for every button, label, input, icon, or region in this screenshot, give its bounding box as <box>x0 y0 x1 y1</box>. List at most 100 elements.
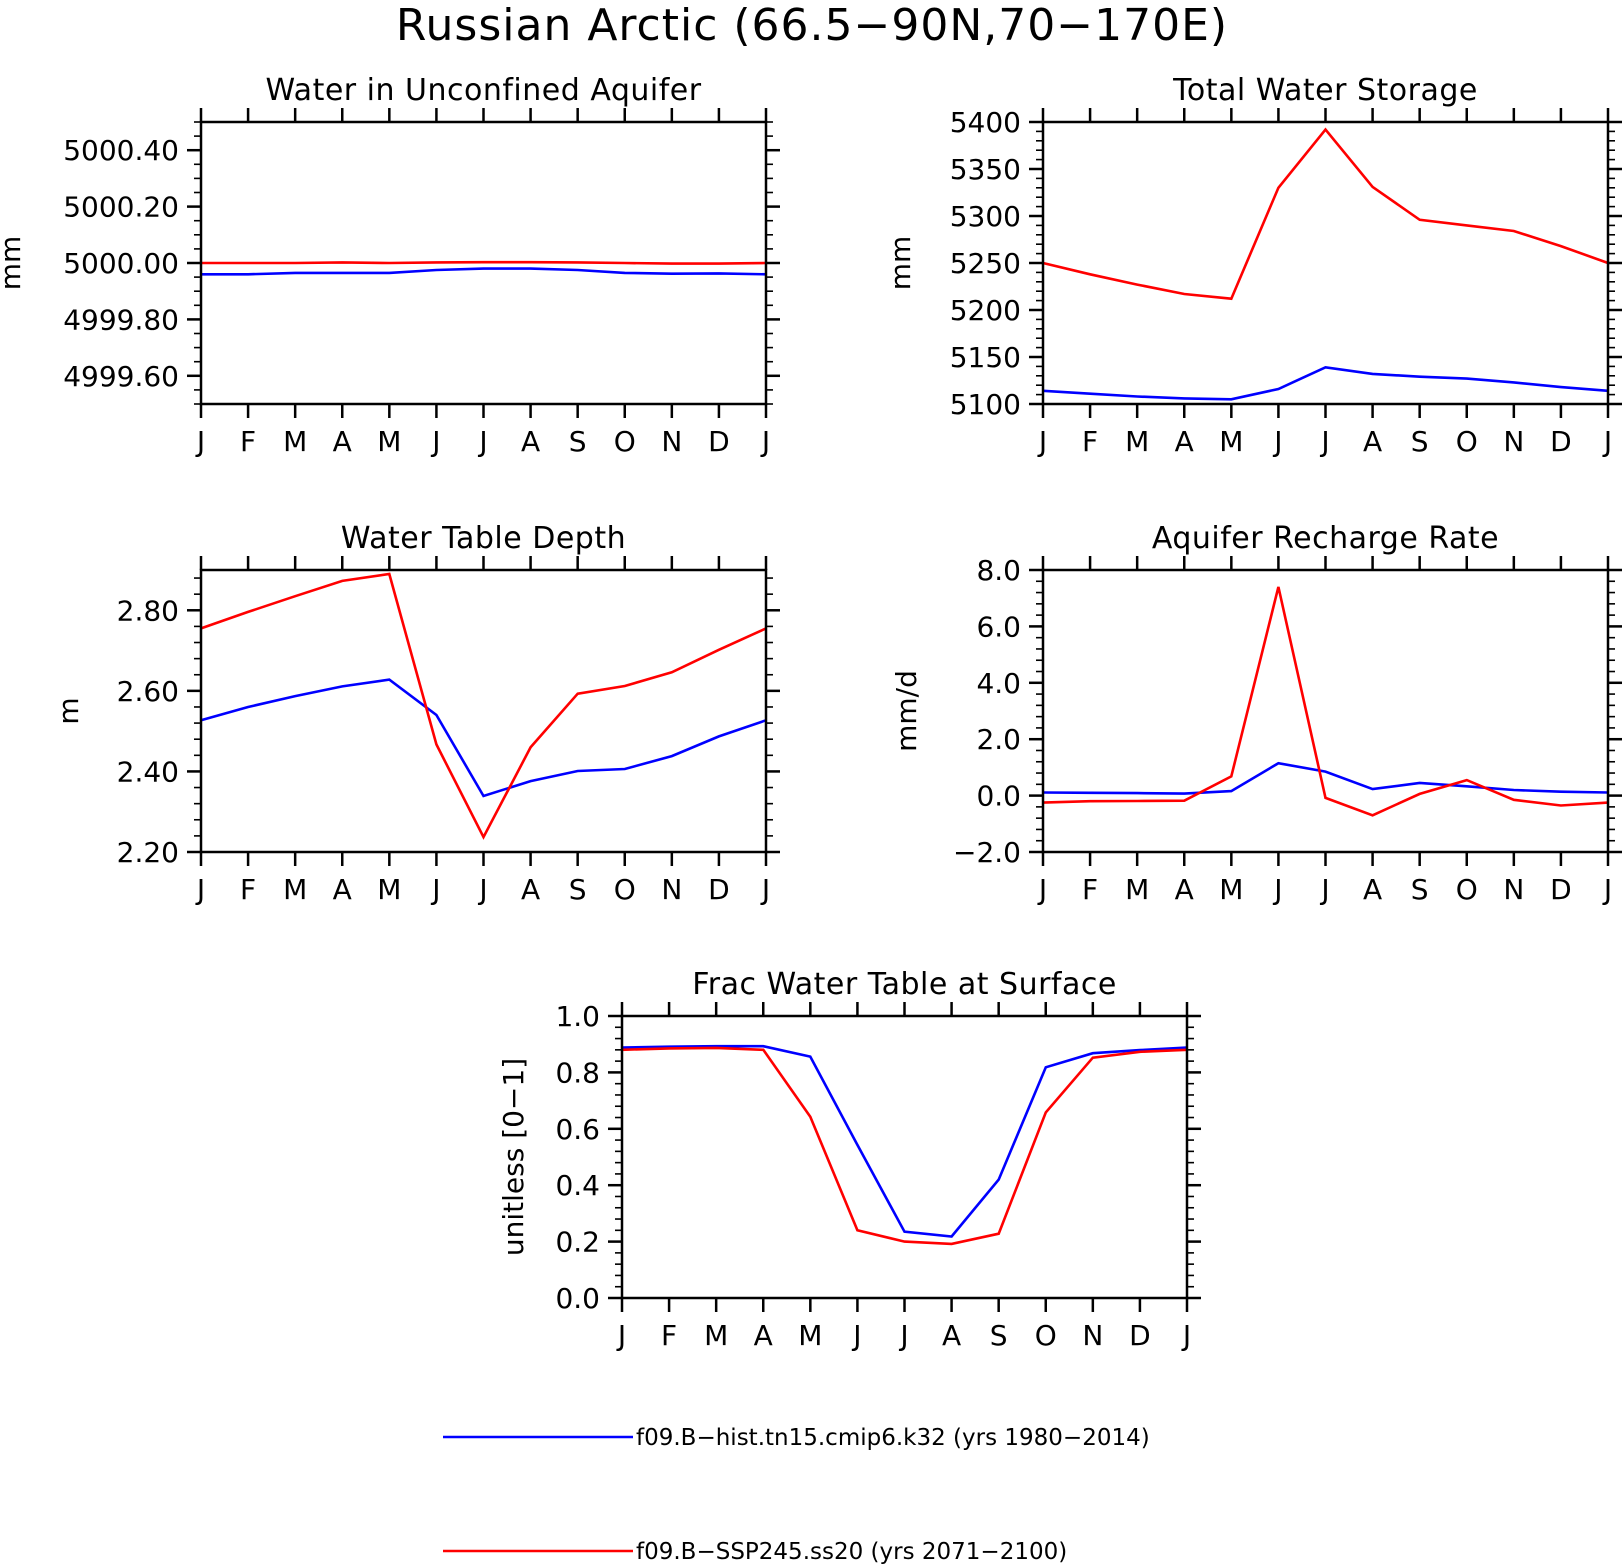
x-tick-label: J <box>1037 873 1047 906</box>
panel-title: Frac Water Table at Surface <box>692 967 1117 1002</box>
panel-title: Water Table Depth <box>341 521 626 556</box>
y-axis-label: m <box>52 697 85 724</box>
x-tick-label: J <box>477 873 487 906</box>
y-axis-label: mm <box>884 236 917 291</box>
x-tick-label: N <box>661 425 682 458</box>
x-tick-label: A <box>942 1319 961 1352</box>
x-tick-label: O <box>614 873 636 906</box>
x-tick-label: O <box>1035 1319 1057 1352</box>
x-tick-label: J <box>430 873 440 906</box>
series-line-ssp <box>201 260 767 265</box>
y-tick-label: 5400 <box>950 106 1021 139</box>
x-tick-label: A <box>333 873 352 906</box>
series-line-hist <box>621 1044 1188 1238</box>
y-tick-label: 0.0 <box>976 780 1021 813</box>
x-tick-label: J <box>430 425 440 458</box>
x-tick-label: J <box>195 425 205 458</box>
y-tick-label: 4999.60 <box>63 360 179 393</box>
plot-frame <box>199 568 768 854</box>
legend: f09.B−hist.tn15.cmip6.k32 (yrs 1980−2014… <box>443 1425 1150 1564</box>
y-axis-label: mm <box>0 236 27 291</box>
x-tick-label: S <box>990 1319 1008 1352</box>
x-tick-label: F <box>240 425 256 458</box>
x-tick-label: N <box>661 873 682 906</box>
x-tick-label: M <box>377 873 401 906</box>
x-tick-label: D <box>708 873 730 906</box>
y-tick-label: 5300 <box>950 200 1021 233</box>
y-tick-label: 5250 <box>950 247 1021 280</box>
y-axis-label: unitless [0−1] <box>497 1058 530 1256</box>
y-tick-label: 5350 <box>950 153 1021 186</box>
y-tick-label: 5000.40 <box>63 134 179 167</box>
plot-frame <box>1041 120 1610 406</box>
series-line-ssp <box>1042 586 1609 817</box>
y-tick-label: 6.0 <box>976 610 1021 643</box>
x-tick-label: M <box>377 425 401 458</box>
legend-label-hist: f09.B−hist.tn15.cmip6.k32 (yrs 1980−2014… <box>636 1425 1150 1451</box>
x-tick-label: J <box>1319 873 1329 906</box>
y-tick-label: 5200 <box>950 294 1021 327</box>
x-tick-label: O <box>1456 425 1478 458</box>
y-tick-label: 2.60 <box>117 675 179 708</box>
panel-title: Total Water Storage <box>1172 73 1478 108</box>
x-tick-label: O <box>614 425 636 458</box>
x-tick-label: A <box>521 873 540 906</box>
x-tick-label: J <box>851 1319 861 1352</box>
x-tick-label: M <box>283 873 307 906</box>
x-tick-label: N <box>1082 1319 1103 1352</box>
x-tick-label: F <box>240 873 256 906</box>
y-tick-label: 0.8 <box>555 1056 600 1089</box>
series-line-hist <box>201 267 767 276</box>
y-tick-label: 2.80 <box>117 594 179 627</box>
x-tick-label: S <box>569 425 587 458</box>
y-tick-label: −2.0 <box>953 836 1021 869</box>
x-tick-label: J <box>1602 873 1612 906</box>
y-tick-label: 5150 <box>950 341 1021 374</box>
y-tick-label: 5000.00 <box>63 247 179 280</box>
figure-title: Russian Arctic (66.5−90N,70−170E) <box>396 0 1228 51</box>
x-tick-label: M <box>1219 873 1243 906</box>
y-tick-label: 4.0 <box>976 667 1021 700</box>
y-tick-label: 2.20 <box>117 836 179 869</box>
y-tick-label: 5100 <box>950 388 1021 421</box>
x-tick-label: J <box>760 873 770 906</box>
y-tick-label: 0.0 <box>555 1282 600 1315</box>
series-line-hist <box>1042 761 1609 795</box>
plot-frame <box>1041 568 1610 854</box>
x-tick-label: O <box>1456 873 1478 906</box>
x-tick-label: A <box>1175 425 1194 458</box>
x-tick-label: J <box>1181 1319 1191 1352</box>
y-tick-label: 2.0 <box>976 723 1021 756</box>
y-tick-label: 0.4 <box>555 1169 600 1202</box>
x-tick-label: A <box>1363 425 1382 458</box>
x-tick-label: S <box>569 873 587 906</box>
x-tick-label: J <box>616 1319 626 1352</box>
x-tick-label: J <box>1272 425 1282 458</box>
series-line-hist <box>1042 365 1609 401</box>
y-axis-label: mm/d <box>890 670 923 752</box>
x-tick-label: M <box>704 1319 728 1352</box>
x-tick-label: D <box>1550 873 1572 906</box>
y-tick-label: 4999.80 <box>63 303 179 336</box>
x-tick-label: M <box>1125 425 1149 458</box>
x-tick-label: A <box>333 425 352 458</box>
x-tick-label: A <box>1175 873 1194 906</box>
x-tick-label: D <box>1550 425 1572 458</box>
x-tick-label: J <box>760 425 770 458</box>
x-tick-label: D <box>1129 1319 1151 1352</box>
x-tick-label: J <box>898 1319 908 1352</box>
x-tick-label: M <box>1219 425 1243 458</box>
x-tick-label: M <box>798 1319 822 1352</box>
x-tick-label: J <box>1319 425 1329 458</box>
y-tick-label: 1.0 <box>555 1000 600 1033</box>
y-tick-label: 2.40 <box>117 755 179 788</box>
x-tick-label: J <box>477 425 487 458</box>
panel-title: Water in Unconfined Aquifer <box>265 73 701 108</box>
x-tick-label: S <box>1411 873 1429 906</box>
